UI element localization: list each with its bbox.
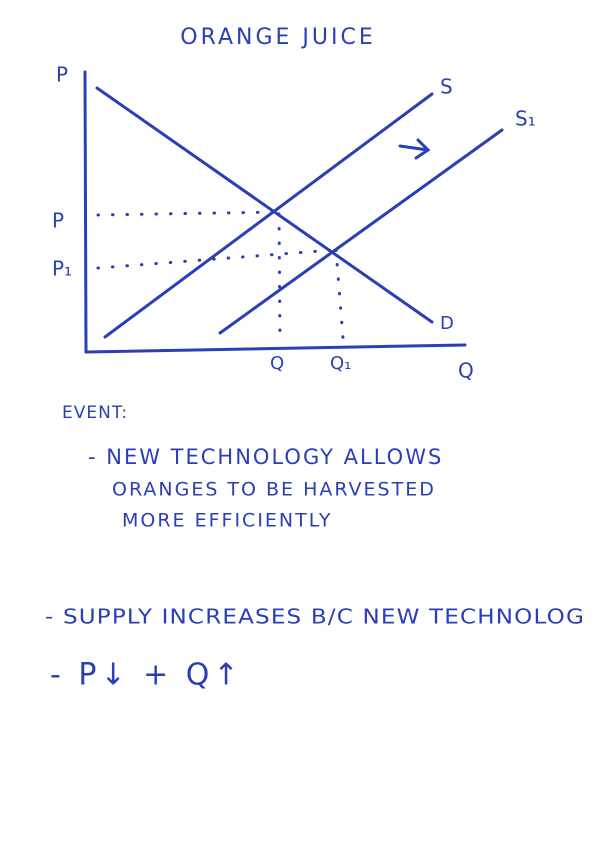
x-axis [84, 343, 467, 354]
quantity-guide [277, 212, 282, 342]
demand-label: D [440, 313, 454, 334]
price-label: P [52, 209, 64, 233]
conclusion: - SUPPLY INCREASES B/C NEW TECHNOLOG [45, 605, 585, 629]
new-supply-label: S₁ [515, 107, 536, 131]
quantity-label: Q₁ [330, 353, 351, 374]
new-supply-curve [218, 128, 504, 335]
event-line: - NEW TECHNOLOGY ALLOWS [88, 445, 443, 469]
y-axis [83, 70, 88, 354]
quantity-guide [334, 248, 345, 340]
quantity-label: Q [270, 353, 284, 374]
conclusion: - P↓ + Q↑ [50, 658, 243, 693]
event-line: ORANGES TO BE HARVESTED [112, 479, 436, 501]
supply-label: S [440, 75, 453, 99]
event-line: MORE EFFICIENTLY [122, 510, 332, 532]
demand-curve [95, 86, 434, 324]
shift-arrow [398, 138, 431, 160]
supply-curve [103, 92, 434, 339]
title: ORANGE JUICE [180, 25, 376, 50]
x-axis-label: Q [458, 359, 474, 383]
y-axis-label: P [56, 63, 68, 87]
price-guide [96, 210, 280, 217]
event-heading: EVENT: [62, 403, 128, 423]
price-label: P₁ [52, 257, 72, 281]
